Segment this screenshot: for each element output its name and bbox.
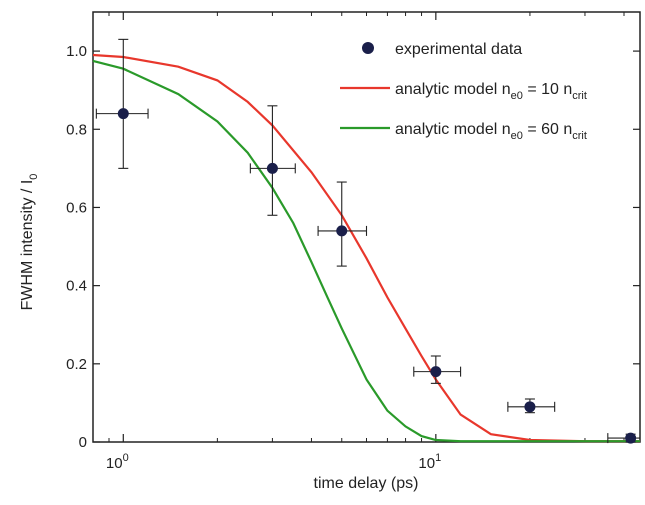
legend-marker-experimental (362, 42, 374, 54)
data-points (95, 38, 640, 444)
y-tick-label-3: 0.6 (66, 199, 87, 216)
legend-label-model-60: analytic model ne0 = 60 ncrit (395, 121, 587, 142)
ticks: 0 0.2 0.4 0.6 0.8 1.0 100 101 (66, 12, 640, 472)
legend-label-experimental: experimental data (395, 41, 522, 58)
data-point-4 (524, 401, 536, 413)
y-tick-label-5: 1.0 (66, 43, 87, 60)
data-point-0 (117, 108, 129, 120)
data-point-3 (430, 366, 442, 378)
legend: experimental data analytic model ne0 = 1… (340, 41, 587, 142)
y-axis-label-main: FWHM intensity / I (19, 180, 36, 311)
x-axis-label: time delay (ps) (314, 475, 419, 492)
x-tick-label-0: 100 (106, 452, 129, 472)
y-tick-label-4: 0.8 (66, 121, 87, 138)
y-axis-label: FWHM intensity / I0 (19, 174, 40, 311)
x-tick-label-1: 101 (418, 452, 441, 472)
y-tick-label-2: 0.4 (66, 278, 87, 295)
series-line-0 (92, 53, 640, 443)
series-line-1 (92, 59, 640, 443)
y-tick-label-0: 0 (79, 434, 87, 451)
curves (92, 53, 640, 443)
data-point-1 (266, 162, 278, 174)
legend-label-model-10: analytic model ne0 = 10 ncrit (395, 81, 587, 102)
data-point-2 (336, 225, 348, 237)
y-axis-label-sub: 0 (28, 174, 40, 180)
data-point-5 (625, 432, 637, 444)
y-tick-label-1: 0.2 (66, 356, 87, 373)
